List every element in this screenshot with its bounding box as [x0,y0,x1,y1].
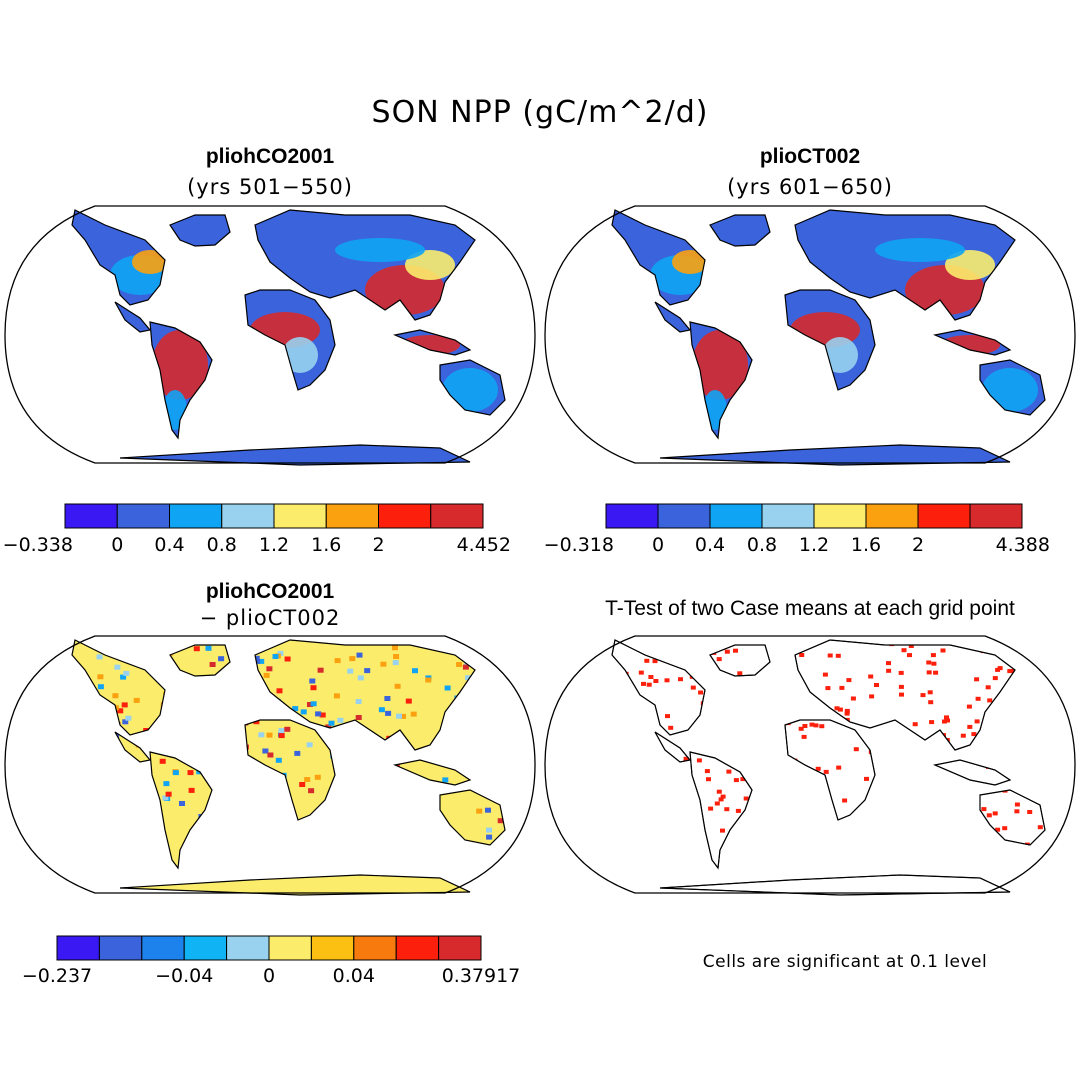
map-frame [544,635,1076,894]
colorbar-tick-label: 4.452 [457,534,511,556]
colorbar-swatch [268,935,312,961]
colorbar-swatch [273,503,327,529]
npp-field [650,238,1038,430]
map-frame [4,635,536,894]
map-frame [544,205,1076,464]
colorbar-swatch [657,503,711,529]
colorbar-swatch [865,503,919,529]
colorbar-tick-label: −0.04 [155,965,213,987]
colorbar-swatch [813,503,867,529]
world-map-bottom-right [544,635,1076,896]
colorbar-top-left: −0.338 0 0.4 0.8 1.2 1.6 2 4.452 [3,503,511,556]
colorbar-bottom-left: −0.237 −0.04 0 0.04 0.37917 [22,935,521,987]
colorbar-tick-label: 0.4 [154,534,184,556]
colorbar-swatch [761,503,815,529]
colorbar-swatch [310,935,355,961]
colorbar-swatch [183,935,228,961]
npp-field [110,238,498,430]
colorbar-swatch [325,503,379,529]
panel-subtitle-bottom-left: − plioCT002 [199,606,341,630]
colorbar-tick-label: −0.237 [22,965,92,987]
colorbar-tick-label: 0 [111,534,123,556]
colorbar-tick-label: 0.8 [207,534,237,556]
colorbar-swatch [221,503,275,529]
colorbar-tick-label: 2 [372,534,384,556]
significance-note: Cells are significant at 0.1 level [702,952,988,972]
figure-title: SON NPP (gC/m^2/d) [371,95,709,130]
world-map-bottom-left [4,635,536,896]
colorbar-swatch [917,503,971,529]
colorbar-swatch [430,503,484,529]
panel-title-bottom-left: pliohCO2001 [205,580,335,603]
colorbar-swatch [709,503,763,529]
colorbar-swatch [141,935,185,961]
colorbar-tick-label: 0.8 [747,534,777,556]
colorbar-swatch [353,935,397,961]
colorbar-tick-label: −0.318 [544,534,614,556]
colorbar-tick-label: 1.2 [799,534,829,556]
colorbar-tick-label: 0.4 [695,534,725,556]
colorbar-swatch [169,503,223,529]
colorbar-swatch [969,503,1023,529]
map-frame [4,205,536,464]
panel-subtitle-top-left: (yrs 501−550) [187,175,353,199]
panel-title-top-right: plioCT002 [759,145,861,168]
colorbar-swatch [116,503,170,529]
world-map-top-right [544,205,1076,466]
panel-title-top-left: pliohCO2001 [205,145,335,168]
colorbar-swatch [438,935,482,961]
colorbar-tick-label: 0.37917 [442,965,521,987]
colorbar-swatch [64,503,118,529]
colorbar-tick-label: 0.04 [333,965,375,987]
colorbar-tick-label: 0 [263,965,275,987]
colorbar-tick-label: 2 [912,534,924,556]
colorbar-tick-label: 1.6 [851,534,881,556]
colorbar-swatch [56,935,100,961]
colorbar-tick-label: −0.338 [3,534,73,556]
colorbar-top-right: −0.318 0 0.4 0.8 1.2 1.6 2 4.388 [544,503,1050,556]
colorbar-tick-label: 1.6 [311,534,341,556]
world-map-top-left [4,205,536,466]
colorbar-tick-label: 4.388 [996,534,1050,556]
colorbar-tick-label: 0 [652,534,664,556]
colorbar-swatch [395,935,440,961]
colorbar-swatch [98,935,143,961]
colorbar-tick-label: 1.2 [259,534,289,556]
panel-subtitle-top-right: (yrs 601−650) [727,175,893,199]
colorbar-swatch [605,503,659,529]
colorbar-swatch [226,935,270,961]
panel-title-bottom-right: T-Test of two Case means at each grid po… [605,597,1015,620]
colorbar-swatch [378,503,432,529]
